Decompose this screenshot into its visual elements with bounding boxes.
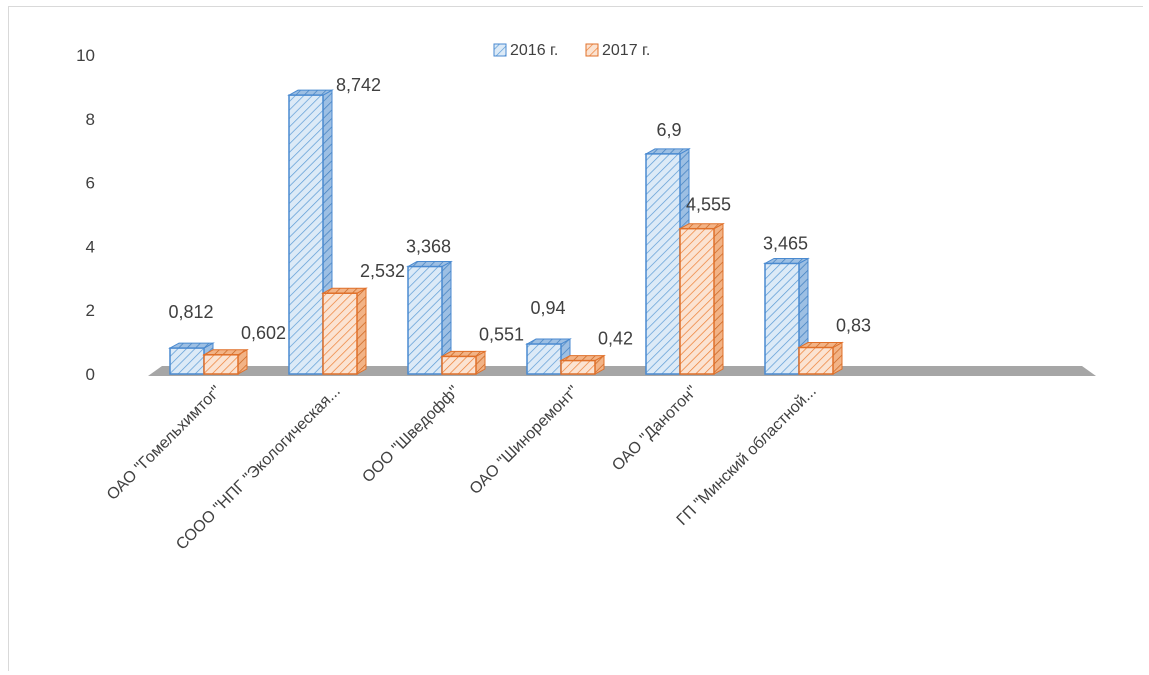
- legend-label-1: 2017 г.: [602, 42, 650, 59]
- bar-front-face: [407, 265, 443, 375]
- data-label-0-0: 0,812: [168, 302, 213, 322]
- bar-front-face: [441, 355, 477, 375]
- bar-5-0: [763, 257, 810, 375]
- data-label-5-1: 0,83: [836, 316, 871, 336]
- bar-front-face: [645, 153, 681, 375]
- bar-front-face: [288, 94, 324, 375]
- category-label-5: ГП "Минский областной...: [674, 383, 820, 529]
- y-axis: 0 2 4 6 8 10: [76, 46, 95, 384]
- category-label-2: ООО "Шведофф": [359, 383, 462, 486]
- bar-2-0: [406, 260, 453, 375]
- bar-3-1: [559, 354, 606, 375]
- legend-swatch-1: [585, 43, 599, 57]
- bar-5-1: [797, 341, 844, 375]
- data-label-4-1: 4,555: [686, 195, 731, 215]
- bar-front-face: [679, 227, 715, 375]
- legend: 2016 г. 2017 г.: [493, 42, 650, 59]
- bar-side-face: [356, 287, 367, 375]
- y-tick-label-5: 10: [76, 46, 95, 65]
- data-label-4-0: 6,9: [656, 120, 681, 140]
- category-label-0: ОАО "Гомельхимтог": [104, 383, 225, 504]
- bar-front-face: [560, 359, 596, 375]
- bar-side-face: [713, 222, 724, 375]
- data-label-3-0: 0,94: [530, 298, 565, 318]
- y-tick-label-0: 0: [86, 365, 95, 384]
- chart-floor: [148, 366, 1096, 376]
- y-tick-label-2: 4: [86, 237, 95, 256]
- bar-1-1: [321, 287, 368, 375]
- category-label-4: ОАО "Данотон": [609, 383, 701, 475]
- y-tick-label-3: 6: [86, 174, 95, 193]
- data-label-1-1: 2,532: [360, 261, 405, 281]
- bar-0-1: [202, 348, 249, 375]
- data-label-2-0: 3,368: [406, 237, 451, 257]
- bar-front-face: [322, 292, 358, 375]
- data-label-5-0: 3,465: [763, 233, 808, 253]
- bar-front-face: [526, 343, 562, 375]
- bar-4-1: [678, 222, 725, 375]
- bar-front-face: [203, 354, 239, 375]
- bar-front-face: [764, 262, 800, 375]
- category-labels-group: ОАО "Гомельхимтог"СООО "НПГ "Экологическ…: [104, 383, 820, 554]
- data-label-3-1: 0,42: [598, 329, 633, 349]
- bar-front-face: [169, 347, 205, 375]
- data-label-1-0: 8,742: [336, 75, 381, 95]
- legend-label-0: 2016 г.: [510, 42, 558, 59]
- y-tick-label-4: 8: [86, 110, 95, 129]
- chart-frame: [8, 6, 1143, 671]
- category-label-3: ОАО "Шиноремонт": [467, 383, 582, 498]
- bar-front-face: [798, 346, 834, 375]
- legend-swatch-0: [493, 43, 507, 57]
- bars-group: [168, 89, 844, 375]
- y-tick-label-1: 2: [86, 301, 95, 320]
- data-label-0-1: 0,602: [241, 323, 286, 343]
- bar-2-1: [440, 350, 487, 375]
- data-label-2-1: 0,551: [479, 324, 524, 344]
